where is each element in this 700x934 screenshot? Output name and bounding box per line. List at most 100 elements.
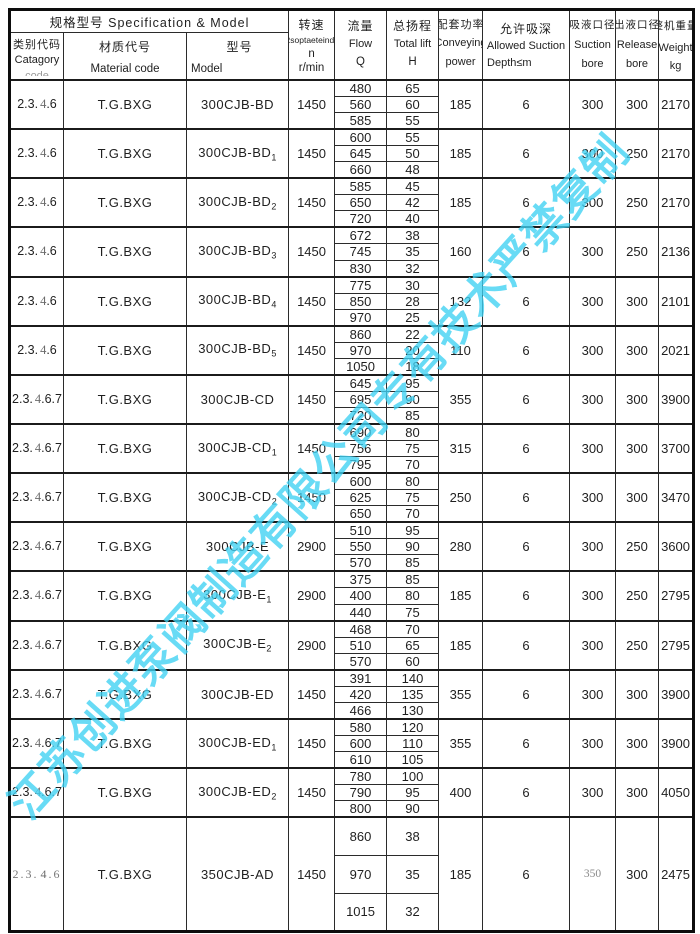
lift-cell: 90 <box>386 390 440 408</box>
weight-cell: 2475 <box>658 816 695 933</box>
table-subrow: 610 105 <box>10 750 694 769</box>
category-column-header: 类别代码 Catagory code <box>9 32 64 81</box>
model-subscript: 3 <box>271 250 277 261</box>
weight-cell: 3900 <box>658 717 695 769</box>
table-subrow: 510 65 <box>10 636 694 654</box>
speed-cell: 1450 <box>288 373 336 425</box>
weight-cell: 3900 <box>658 668 695 720</box>
material-cell: T.G.BXG <box>63 717 187 769</box>
lift-cell: 90 <box>386 538 440 556</box>
table-row: 2.3. 4.6 T.G.BXG 350CJB-AD 1450 860 38 185 6 350 3… <box>9 816 695 933</box>
depth-header-zh: 允许吸深 <box>500 22 553 36</box>
speed-cell: 2900 <box>288 521 336 572</box>
category-digit: 4 <box>34 785 42 800</box>
category-cell: 2.3. 4.6.7 <box>9 422 64 474</box>
speed-cell: 1450 <box>288 816 336 933</box>
flow-header-en: Flow <box>348 38 373 50</box>
power-cell: 355 <box>438 717 484 769</box>
depth-cell: 6 <box>482 717 571 769</box>
lift-cell: 32 <box>386 259 440 278</box>
model-cell: 300CJB-ED <box>185 668 290 720</box>
lift-cell: 95 <box>386 784 440 802</box>
release-header-zh: 出液口径 <box>616 19 659 31</box>
suction-cell: 300 <box>569 668 617 720</box>
lift-column-header: 总扬程 Total lift H <box>386 9 440 81</box>
lift-cell: 130 <box>386 701 440 720</box>
category-header-en: Catagory <box>14 53 60 66</box>
flow-cell: 468 <box>334 619 388 638</box>
lift-cell: 70 <box>386 619 440 638</box>
flow-cell: 1015 <box>334 892 388 933</box>
power-cell: 185 <box>438 619 484 671</box>
table-subrow: 790 95 <box>10 784 694 802</box>
power-cell: 185 <box>438 816 484 933</box>
weight-cell: 2795 <box>658 619 695 671</box>
flow-cell: 1050 <box>334 357 388 376</box>
category-digit: 4 <box>34 441 42 456</box>
table-row: 2.3. 4.6.7 T.G.BXG 300CJB-E2 2900 468 70 185 6 30… <box>9 619 695 671</box>
lift-cell: 60 <box>386 96 440 114</box>
suction-cell: 300 <box>569 472 617 523</box>
lift-cell: 38 <box>386 226 440 245</box>
table-row: 2.3. 4.6.7 T.G.BXG 300CJB-ED 1450 391 140 355 6 3… <box>9 668 695 720</box>
table-subrow: 830 32 <box>10 259 694 278</box>
table-subrow: 650 70 <box>10 505 694 523</box>
speed-cell: 1450 <box>288 472 336 523</box>
table-subrow: 970 25 <box>10 308 694 327</box>
lift-cell: 85 <box>386 406 440 425</box>
depth-cell: 6 <box>482 226 571 278</box>
lift-cell: 32 <box>386 892 440 933</box>
table-row: 2.3. 4.6 T.G.BXG 300CJB-BD5 1450 860 22 110 6 300… <box>9 324 695 376</box>
lift-cell: 55 <box>386 128 440 147</box>
lift-cell: 120 <box>386 717 440 736</box>
depth-cell: 6 <box>482 422 571 474</box>
depth-cell: 6 <box>482 619 571 671</box>
lift-cell: 35 <box>386 243 440 261</box>
suction-cell: 300 <box>569 570 617 622</box>
lift-cell: 30 <box>386 275 440 294</box>
material-cell: T.G.BXG <box>63 472 187 523</box>
category-cell: 2.3. 4.6.7 <box>9 373 64 425</box>
flow-cell: 466 <box>334 701 388 720</box>
category-digit: 4 <box>40 146 47 161</box>
model-subscript: 2 <box>266 643 272 654</box>
flow-cell: 720 <box>334 406 388 425</box>
category-digit: 4 <box>40 342 47 357</box>
model-cell: 300CJB-BD4 <box>185 275 290 327</box>
lift-cell: 95 <box>386 521 440 540</box>
flow-cell: 672 <box>334 226 388 245</box>
lift-cell: 80 <box>386 472 440 491</box>
speed-header-unit: r/min <box>298 62 325 74</box>
model-cell: 300CJB-BD3 <box>185 226 290 278</box>
table-row: 2.3. 4.6.7 T.G.BXG 300CJB-ED1 1450 580 120 355 6… <box>9 717 695 769</box>
lift-cell: 50 <box>386 145 440 163</box>
category-digit: 4 <box>34 686 42 701</box>
depth-cell: 6 <box>482 570 571 622</box>
model-subscript: 2 <box>271 201 277 212</box>
spec-model-header: 规格型号 Specification & Model <box>8 8 290 34</box>
table-row: 2.3. 4.6.7 T.G.BXG 300CJB-ED2 1450 780 100 400 6… <box>9 766 695 818</box>
suction-cell: 300 <box>569 717 617 769</box>
power-cell: 315 <box>438 422 484 474</box>
speed-cell: 1450 <box>288 668 336 720</box>
flow-column-header: 流量 Flow Q <box>334 9 388 81</box>
category-digit: 4 <box>34 490 42 505</box>
power-cell: 110 <box>438 324 484 376</box>
material-cell: T.G.BXG <box>63 128 187 179</box>
material-cell: T.G.BXG <box>63 619 187 671</box>
power-cell: 280 <box>438 521 484 572</box>
lift-header-en: Total lift <box>393 38 432 50</box>
weight-cell: 3470 <box>658 472 695 523</box>
lift-cell: 18 <box>386 357 440 376</box>
model-subscript: 1 <box>271 742 277 753</box>
model-subscript: 4 <box>271 299 277 310</box>
speed-cell: 1450 <box>288 78 336 130</box>
depth-cell: 6 <box>482 668 571 720</box>
table-subrow: 440 75 <box>10 603 694 622</box>
flow-cell: 570 <box>334 652 388 671</box>
suction-cell: 300 <box>569 128 617 179</box>
speed-header-en: Rsoptaeteindg <box>290 35 335 45</box>
model-cell: 350CJB-AD <box>185 816 290 933</box>
table-subrow: 625 75 <box>10 489 694 507</box>
lift-cell: 45 <box>386 177 440 196</box>
